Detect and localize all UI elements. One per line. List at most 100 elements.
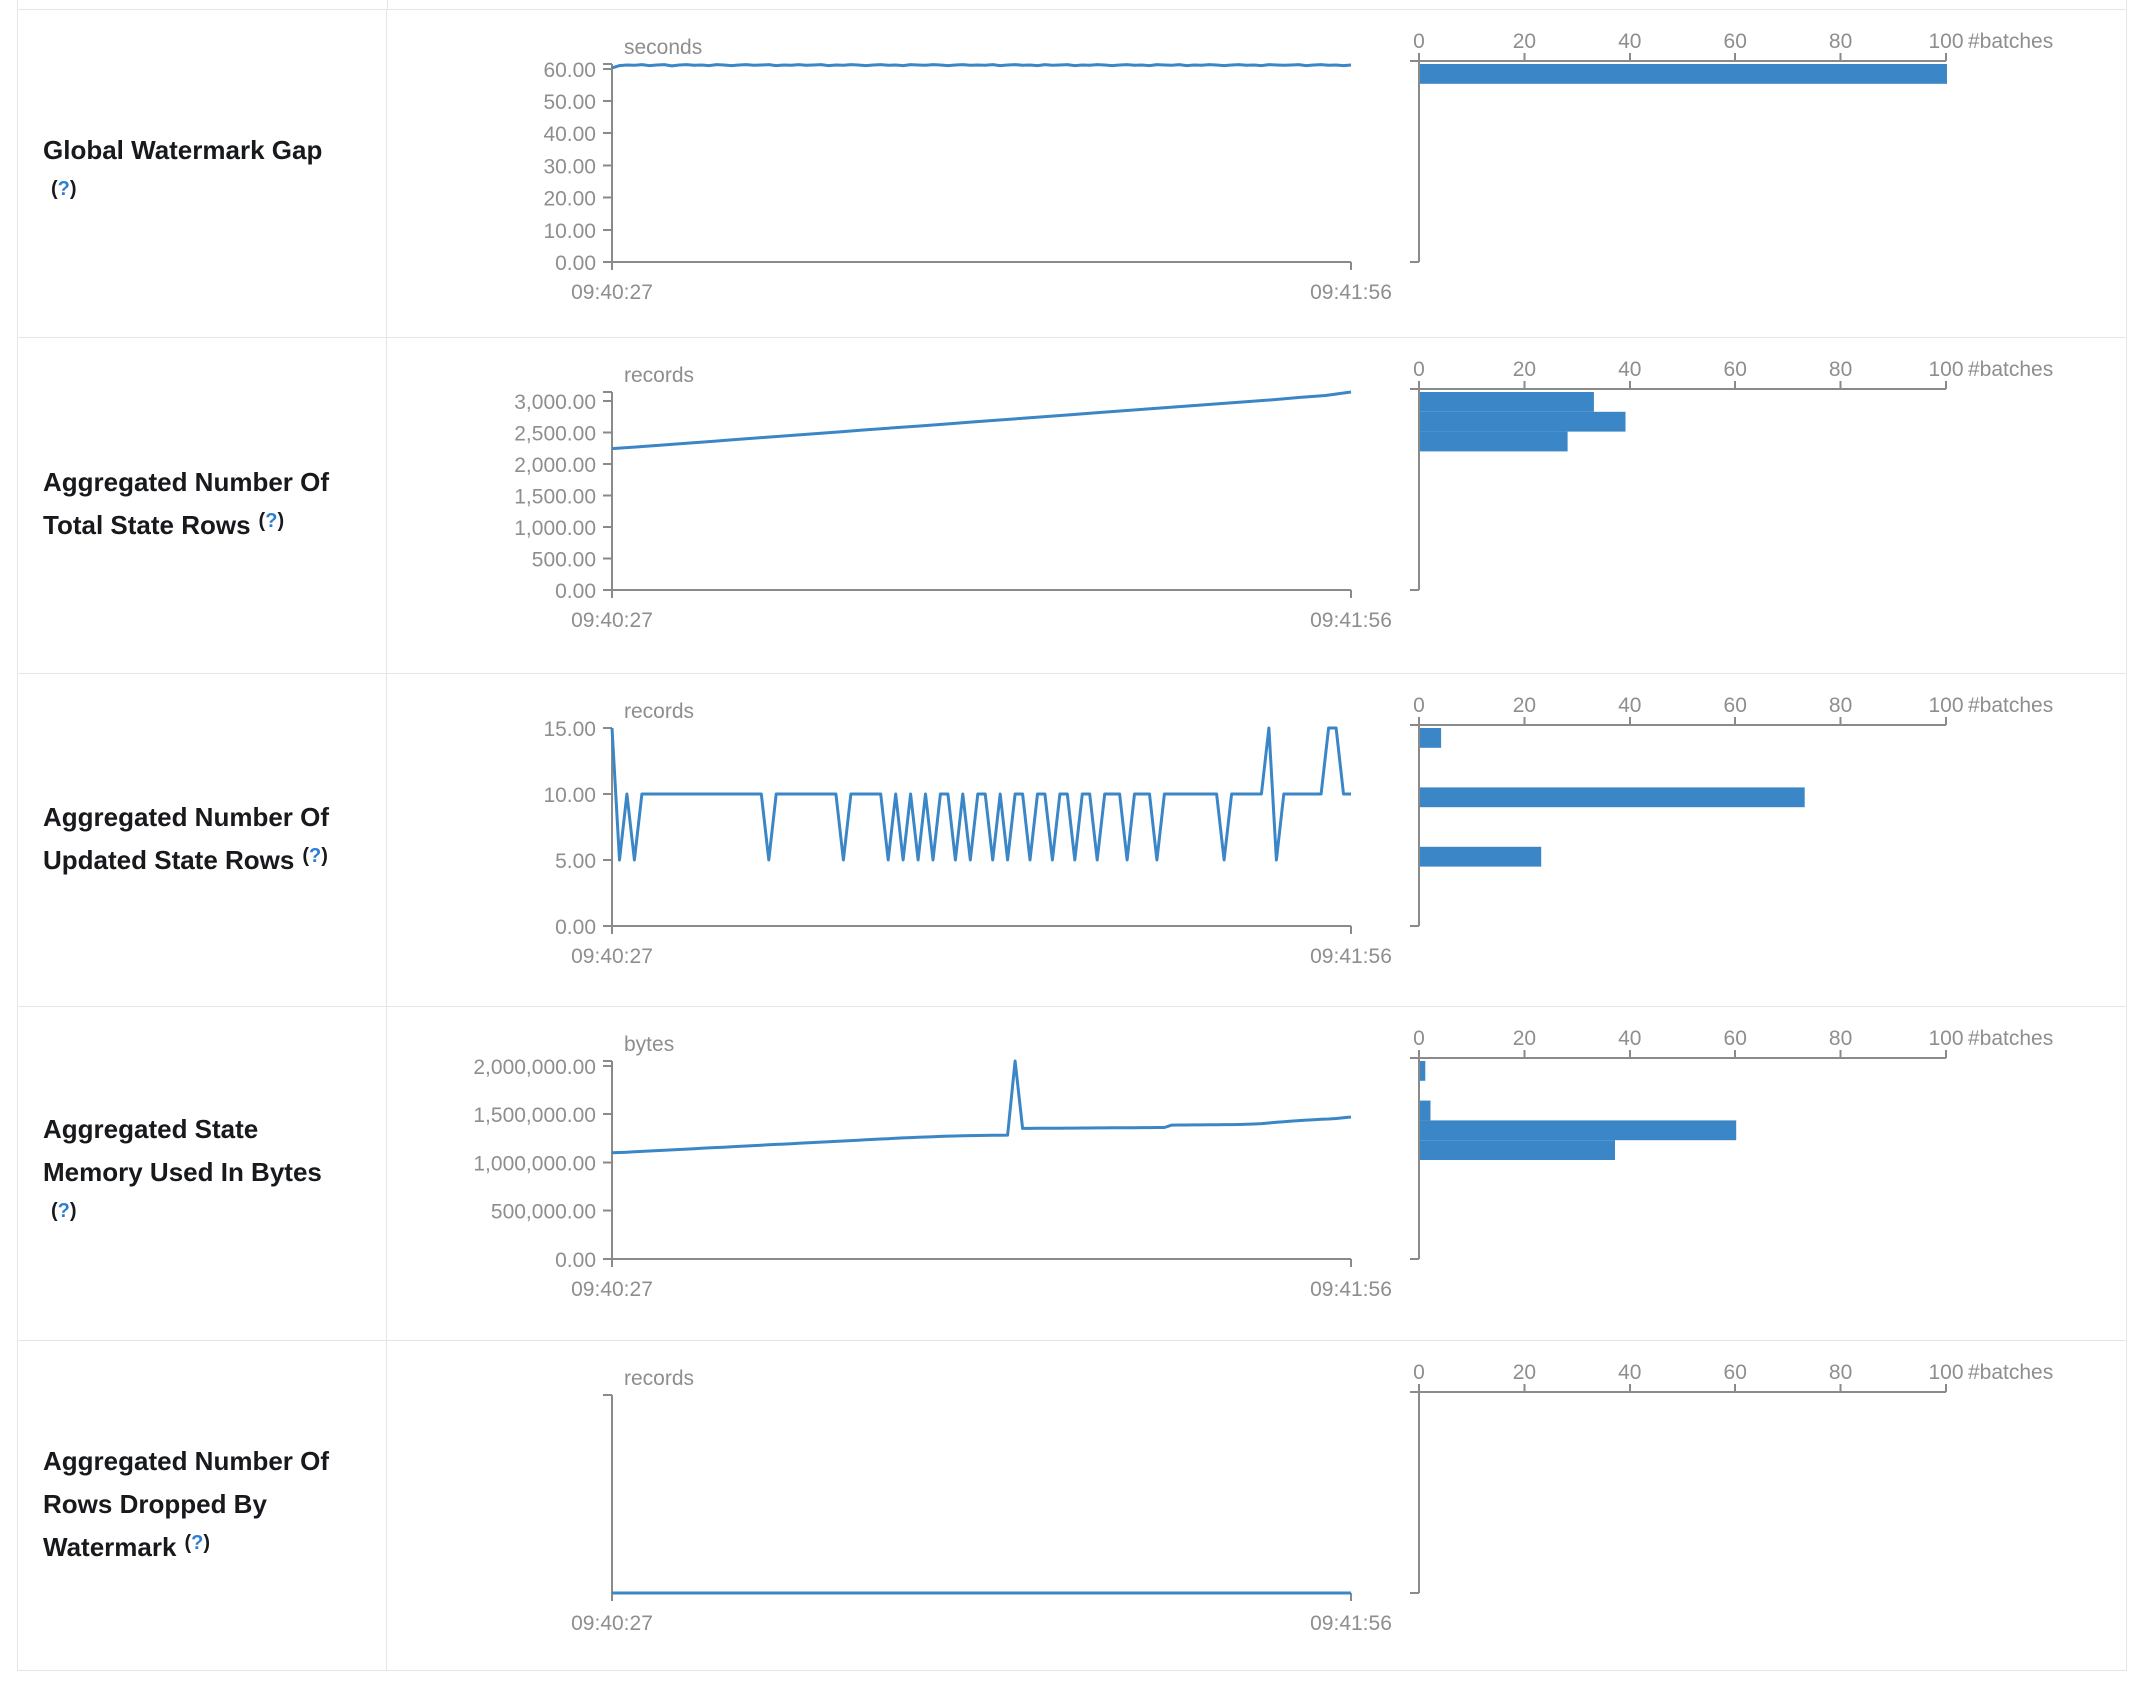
svg-text:100: 100 bbox=[1928, 694, 1963, 717]
histogram-bar bbox=[1420, 1140, 1615, 1160]
help-tooltip[interactable]: (?) bbox=[259, 510, 285, 532]
svg-text:09:41:56: 09:41:56 bbox=[1310, 1612, 1392, 1635]
svg-text:#batches: #batches bbox=[1968, 30, 2053, 53]
metric-chart-cell: seconds 60.00 50.00 40.00 30.00 20.00 10.00 0.0… bbox=[387, 10, 2126, 337]
metric-label-line: (?) bbox=[43, 172, 77, 218]
svg-text:2,000,000.00: 2,000,000.00 bbox=[473, 1056, 596, 1079]
svg-text:records: records bbox=[624, 1367, 694, 1390]
svg-text:100: 100 bbox=[1928, 358, 1963, 381]
histogram-bar bbox=[1420, 64, 1947, 84]
svg-text:0: 0 bbox=[1413, 358, 1425, 381]
help-tooltip[interactable]: (?) bbox=[51, 178, 77, 200]
metric-label: Watermark bbox=[43, 1531, 177, 1562]
timeline-line bbox=[611, 390, 1352, 451]
svg-text:80: 80 bbox=[1829, 30, 1852, 53]
help-tooltip[interactable]: (?) bbox=[51, 1200, 77, 1222]
metric-label-line: Global Watermark Gap bbox=[43, 129, 322, 172]
metric-charts: records 09:40:27 09:41:56 0 20 40 60 80 100 #batc… bbox=[571, 1361, 2053, 1635]
svg-text:60: 60 bbox=[1724, 694, 1747, 717]
svg-text:20: 20 bbox=[1513, 358, 1536, 381]
svg-text:09:40:27: 09:40:27 bbox=[571, 1612, 653, 1635]
metric-chart-cell: records 3,000.00 2,500.00 2,000.00 1,500.00 1… bbox=[387, 338, 2126, 673]
metric-label: Memory Used In Bytes bbox=[43, 1156, 322, 1187]
metric-label: Aggregated Number Of bbox=[43, 1445, 330, 1476]
question-mark-icon: ? bbox=[309, 844, 322, 867]
metric-label-line: Watermark (?) bbox=[43, 1526, 210, 1572]
svg-text:09:41:56: 09:41:56 bbox=[1310, 609, 1392, 632]
svg-text:09:40:27: 09:40:27 bbox=[571, 945, 653, 968]
svg-text:500.00: 500.00 bbox=[532, 548, 596, 571]
question-mark-icon: ? bbox=[57, 1199, 70, 1222]
metric-charts: records 3,000.00 2,500.00 2,000.00 1,500.00 1… bbox=[514, 358, 2053, 632]
timeline-chart: bytes 2,000,000.00 1,500,000.00 1,000,000.0… bbox=[473, 1033, 1392, 1301]
svg-text:0: 0 bbox=[1413, 694, 1425, 717]
svg-text:500,000.00: 500,000.00 bbox=[491, 1201, 596, 1224]
svg-text:40.00: 40.00 bbox=[543, 123, 596, 146]
metric-chart-cell: bytes 2,000,000.00 1,500,000.00 1,000,000.0… bbox=[387, 1007, 2126, 1340]
svg-text:80: 80 bbox=[1829, 1027, 1852, 1050]
metric-row: Aggregated Number Of Rows Dropped By Water… bbox=[18, 1341, 2126, 1671]
question-mark-icon: ? bbox=[57, 178, 70, 200]
svg-text:60.00: 60.00 bbox=[543, 59, 596, 82]
histogram-chart: 0 20 40 60 80 100 #batches bbox=[1410, 1361, 2053, 1594]
metric-label-line: Aggregated Number Of bbox=[43, 796, 329, 839]
histogram-bar bbox=[1420, 846, 1542, 867]
svg-text:20: 20 bbox=[1513, 1361, 1536, 1384]
svg-text:0.00: 0.00 bbox=[555, 580, 596, 603]
metric-label-cell: Aggregated State Memory Used In Bytes (?) bbox=[18, 1007, 387, 1340]
metric-label-line: Memory Used In Bytes bbox=[43, 1151, 322, 1194]
svg-text:10.00: 10.00 bbox=[543, 784, 596, 807]
svg-text:3,000.00: 3,000.00 bbox=[514, 391, 596, 414]
metric-row: Global Watermark Gap (?) seconds 60.00 50.00… bbox=[18, 10, 2126, 338]
metric-label: Updated State Rows bbox=[43, 844, 295, 875]
svg-text:records: records bbox=[624, 364, 694, 387]
histogram-chart: 0 20 40 60 80 100 #batches bbox=[1410, 358, 2053, 591]
histogram-bar bbox=[1420, 392, 1594, 412]
metric-chart-cell: records 15.00 10.00 5.00 0.00 09:40:27 09:41:5… bbox=[387, 674, 2126, 1006]
svg-text:20: 20 bbox=[1513, 30, 1536, 53]
metric-label-line: Aggregated Number Of bbox=[43, 461, 329, 504]
help-paren: ) bbox=[69, 178, 77, 200]
help-paren: ) bbox=[321, 844, 328, 867]
svg-text:60: 60 bbox=[1724, 358, 1747, 381]
svg-text:#batches: #batches bbox=[1968, 1027, 2053, 1050]
metric-chart-cell: records 09:40:27 09:41:56 0 20 40 60 80 100 #batc… bbox=[387, 1341, 2126, 1670]
svg-text:10.00: 10.00 bbox=[543, 220, 596, 243]
histogram-bar bbox=[1420, 1120, 1737, 1141]
timeline-chart: records 09:40:27 09:41:56 bbox=[571, 1367, 1392, 1635]
metric-label-line: Aggregated Number Of bbox=[43, 1440, 329, 1483]
svg-text:100: 100 bbox=[1928, 1027, 1963, 1050]
svg-text:80: 80 bbox=[1829, 694, 1852, 717]
metric-label-line: Total State Rows (?) bbox=[43, 504, 284, 550]
question-mark-icon: ? bbox=[191, 1531, 204, 1554]
metric-charts: seconds 60.00 50.00 40.00 30.00 20.00 10.00 0.0… bbox=[543, 30, 2053, 304]
histogram-bar bbox=[1420, 1061, 1426, 1081]
histogram-chart: 0 20 40 60 80 100 #batches bbox=[1410, 1027, 2053, 1260]
svg-text:1,000,000.00: 1,000,000.00 bbox=[473, 1152, 596, 1175]
svg-text:80: 80 bbox=[1829, 358, 1852, 381]
svg-text:09:41:56: 09:41:56 bbox=[1310, 281, 1392, 304]
metric-label-line: Aggregated State bbox=[43, 1108, 258, 1151]
svg-text:40: 40 bbox=[1618, 694, 1641, 717]
help-paren: ) bbox=[69, 1199, 77, 1222]
timeline-line bbox=[611, 63, 1352, 70]
metric-label: Aggregated Number Of bbox=[43, 467, 330, 497]
svg-text:bytes: bytes bbox=[624, 1033, 674, 1056]
svg-text:1,000.00: 1,000.00 bbox=[514, 517, 596, 540]
svg-text:0: 0 bbox=[1413, 30, 1425, 53]
help-tooltip[interactable]: (?) bbox=[184, 1532, 210, 1554]
histogram-bar bbox=[1420, 411, 1626, 432]
help-tooltip[interactable]: (?) bbox=[302, 845, 328, 867]
histogram-chart: 0 20 40 60 80 100 #batches bbox=[1410, 694, 2053, 927]
svg-text:60: 60 bbox=[1724, 30, 1747, 53]
svg-text:09:40:27: 09:40:27 bbox=[571, 609, 653, 632]
help-paren: ( bbox=[184, 1531, 192, 1554]
metric-label-line: (?) bbox=[43, 1194, 77, 1240]
svg-text:#batches: #batches bbox=[1968, 1361, 2053, 1384]
svg-text:30.00: 30.00 bbox=[543, 155, 596, 178]
help-paren: ) bbox=[203, 1531, 210, 1554]
svg-text:0: 0 bbox=[1413, 1361, 1425, 1384]
timeline-chart: seconds 60.00 50.00 40.00 30.00 20.00 10.00 0.0… bbox=[543, 36, 1391, 304]
svg-text:80: 80 bbox=[1829, 1361, 1852, 1384]
svg-text:60: 60 bbox=[1724, 1027, 1747, 1050]
